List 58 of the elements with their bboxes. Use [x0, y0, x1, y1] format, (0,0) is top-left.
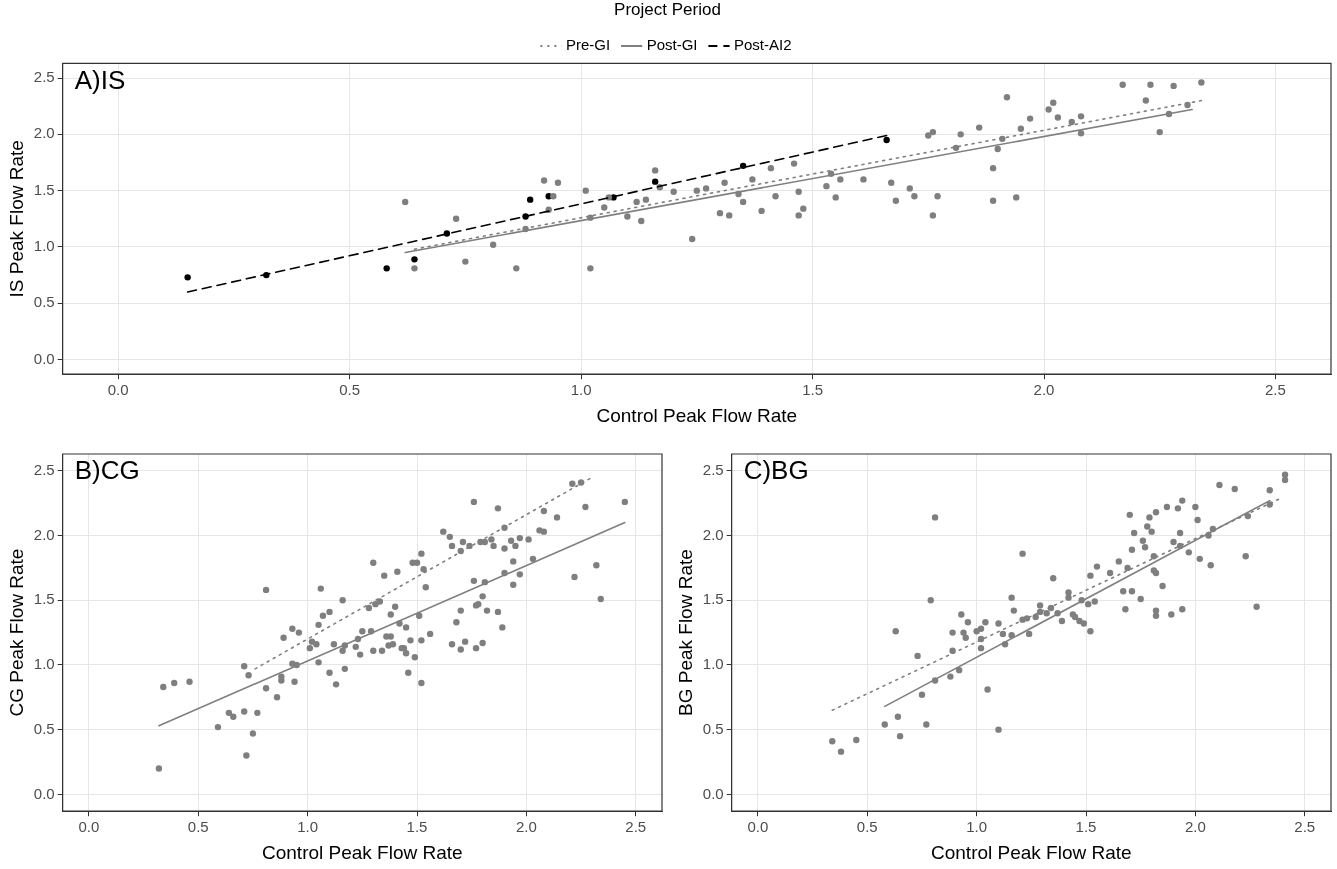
point — [526, 196, 534, 203]
y-tick-label: 2.0 — [33, 525, 55, 543]
y-tick-label: 1.0 — [33, 655, 55, 673]
legend-label: Post-AI2 — [734, 36, 792, 54]
point — [411, 256, 418, 263]
x-tick-label: 2.5 — [1294, 818, 1316, 836]
x-tick-label: 2.5 — [625, 818, 647, 836]
x-tick-label: 0.0 — [107, 381, 129, 399]
x-tick-label: 0.0 — [78, 818, 100, 836]
x-tick-label: 1.0 — [297, 818, 319, 836]
x-tick-label: 2.0 — [1033, 381, 1055, 399]
y-axis-title: BG Peak Flow Rate — [674, 549, 696, 717]
point — [883, 136, 890, 144]
x-tick-label: 2.5 — [1265, 381, 1286, 399]
y-tick-label: 0.0 — [33, 784, 55, 802]
y-tick-label: 1.5 — [33, 590, 55, 608]
point — [522, 213, 529, 220]
x-tick-label: 0.0 — [747, 818, 769, 836]
x-tick-label: 1.0 — [570, 381, 592, 399]
y-tick-label: 1.0 — [33, 237, 55, 255]
x-tick-label: 1.5 — [1075, 818, 1097, 836]
point — [443, 230, 451, 237]
y-tick-label: 2.5 — [33, 68, 55, 86]
legend-label: Pre-GI — [565, 36, 611, 54]
chart-title: A)IS — [74, 64, 126, 95]
legend-title: Project Period — [614, 0, 721, 20]
y-tick-label: 1.0 — [702, 655, 724, 673]
chart-title: B)CG — [74, 455, 140, 486]
point — [739, 162, 747, 170]
x-tick-label: 0.5 — [856, 818, 878, 836]
legend-label: Post-GI — [646, 36, 698, 54]
y-tick-label: 0.5 — [702, 719, 724, 737]
point — [383, 265, 390, 272]
y-tick-label: 2.5 — [33, 460, 55, 478]
chart-title: C)BG — [743, 455, 809, 486]
point — [184, 274, 191, 281]
point — [651, 178, 659, 185]
y-tick-label: 0.5 — [33, 293, 55, 311]
x-axis-title: Control Peak Flow Rate — [262, 841, 463, 863]
y-tick-label: 1.5 — [33, 180, 55, 198]
x-tick-label: 0.5 — [339, 381, 361, 399]
y-tick-label: 2.0 — [702, 525, 724, 543]
x-tick-label: 2.0 — [515, 818, 537, 836]
x-tick-label: 0.5 — [187, 818, 209, 836]
x-tick-label: 1.0 — [966, 818, 988, 836]
y-axis-title: CG Peak Flow Rate — [5, 548, 27, 717]
y-tick-label: 1.5 — [702, 590, 724, 608]
y-tick-label: 0.5 — [33, 719, 55, 737]
x-axis-title: Control Peak Flow Rate — [596, 404, 798, 426]
y-axis-title: IS Peak Flow Rate — [5, 140, 27, 298]
x-tick-label: 1.5 — [802, 381, 823, 399]
y-tick-label: 0.0 — [702, 784, 724, 802]
x-axis-title: Control Peak Flow Rate — [931, 841, 1132, 863]
y-tick-label: 0.0 — [33, 349, 55, 367]
x-tick-label: 2.0 — [1184, 818, 1206, 836]
y-tick-label: 2.5 — [702, 460, 724, 478]
x-tick-label: 1.5 — [406, 818, 428, 836]
y-tick-label: 2.0 — [33, 124, 55, 142]
